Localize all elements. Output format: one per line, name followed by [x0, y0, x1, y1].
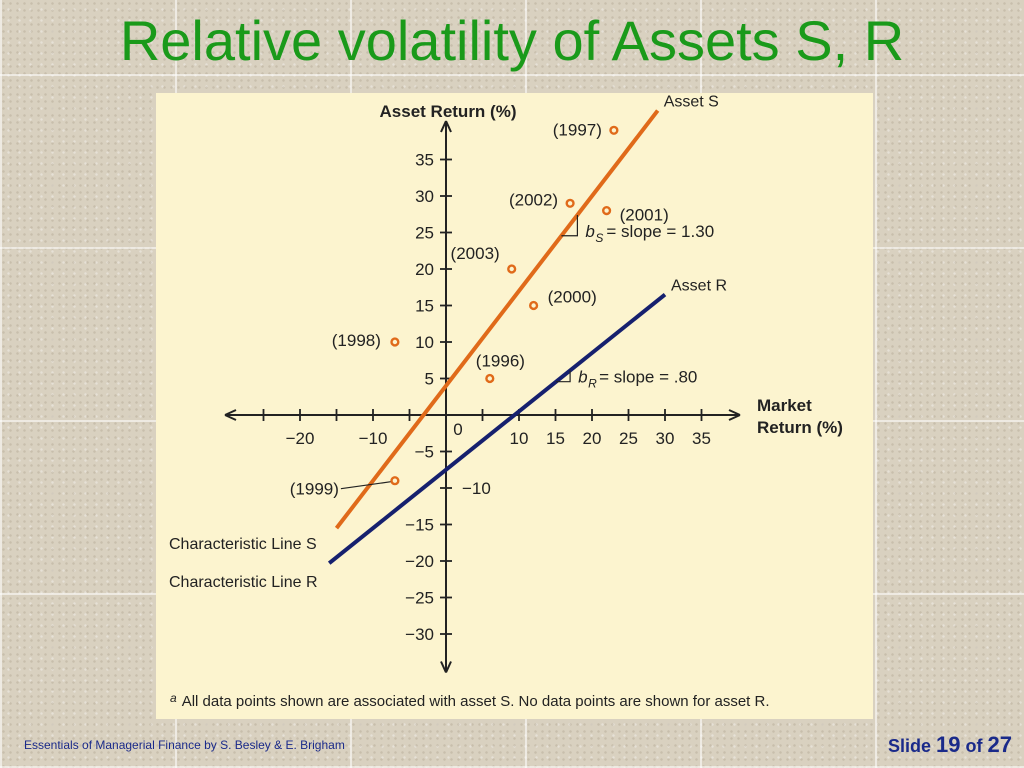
- footnote-marker: a: [170, 691, 177, 705]
- data-point-label: (1997): [553, 120, 602, 139]
- data-point: [609, 125, 619, 135]
- y-tick-label: 5: [425, 370, 434, 389]
- axes: [224, 120, 741, 673]
- footer-credit: Essentials of Managerial Finance by S. B…: [24, 738, 345, 752]
- y-tick-label: −30: [405, 625, 434, 644]
- data-point: [390, 476, 400, 486]
- data-point: [602, 205, 612, 216]
- slope-triangle: [556, 370, 571, 383]
- beta-symbol: b: [578, 368, 587, 387]
- x-tick-label: 0: [453, 420, 462, 439]
- slide-number: 19: [936, 732, 961, 757]
- x-tick-label: −10: [359, 429, 388, 448]
- data-point-label: (1996): [476, 352, 525, 371]
- x-tick-label: 20: [583, 429, 602, 448]
- data-points: [390, 125, 619, 486]
- y-tick-label: 10: [415, 333, 434, 352]
- slide-counter: Slide 19 of 27: [888, 732, 1012, 758]
- data-point-label: (2000): [548, 288, 597, 307]
- characteristic-line-asset-s: [334, 109, 660, 530]
- data-point-label: (2002): [509, 190, 558, 209]
- beta-subscript: S: [595, 231, 603, 245]
- line-end-label: Asset R: [671, 278, 727, 295]
- y-tick-label: −25: [405, 589, 434, 608]
- leader-line: [340, 481, 391, 490]
- line-start-label: Characteristic Line S: [169, 536, 317, 553]
- slide-total: 27: [987, 732, 1012, 757]
- x-tick-label: 25: [619, 429, 638, 448]
- beta-subscript: R: [588, 377, 597, 391]
- slope-triangle: [561, 214, 578, 237]
- data-point-label: (1999): [290, 480, 339, 499]
- line-start-label: Characteristic Line R: [169, 574, 318, 591]
- y-tick-label: −5: [415, 443, 434, 462]
- x-tick-label: 15: [546, 429, 565, 448]
- data-point-label: (1998): [332, 331, 381, 350]
- y-tick-label: 30: [415, 187, 434, 206]
- x-axis-arrow-left: [224, 409, 237, 421]
- x-tick-label: 30: [656, 429, 675, 448]
- chart-labels: −20 −10 0 10 15 20 25 30 35 35 30 25 20 15 10 5 −5 −10 −15…: [169, 94, 843, 710]
- data-point: [507, 264, 517, 274]
- data-point: [390, 337, 400, 347]
- y-tick-label: −20: [405, 552, 434, 571]
- x-axis-title-line1: Market: [757, 396, 812, 415]
- of-label: of: [965, 736, 983, 756]
- data-point-label: (2001): [620, 206, 669, 225]
- y-tick-label: −10: [462, 479, 491, 498]
- y-tick-label: 15: [415, 297, 434, 316]
- x-tick-label: −20: [286, 429, 315, 448]
- line-end-label: Asset S: [664, 94, 719, 111]
- x-tick-label: 10: [510, 429, 529, 448]
- data-point: [565, 198, 575, 208]
- characteristic-lines: [327, 109, 667, 565]
- beta-symbol: b: [585, 222, 594, 241]
- footnote: a All data points shown are associated wi…: [170, 691, 770, 710]
- slope-label: = slope = 1.30: [606, 222, 714, 241]
- y-tick-label: −15: [405, 516, 434, 535]
- characteristic-lines-chart: −20 −10 0 10 15 20 25 30 35 35 30 25 20 15 10 5 −5 −10 −15…: [169, 94, 843, 710]
- characteristic-line-asset-r: [327, 292, 667, 565]
- data-point-label: (2003): [451, 244, 500, 263]
- slide-title: Relative volatility of Assets S, R: [119, 9, 905, 72]
- y-tick-label: 20: [415, 260, 434, 279]
- y-tick-label: 35: [415, 151, 434, 170]
- data-point: [485, 373, 495, 384]
- slide-label: Slide: [887, 736, 931, 756]
- x-axis-title-line2: Return (%): [757, 418, 843, 437]
- x-axis-arrow-right: [728, 409, 741, 421]
- chart-panel: −20 −10 0 10 15 20 25 30 35 35 30 25 20 15 10 5 −5 −10 −15…: [156, 93, 873, 719]
- y-axis-arrow-bottom: [440, 661, 452, 673]
- footnote-text: All data points shown are associated wit…: [182, 693, 770, 710]
- y-axis-title: Asset Return (%): [380, 102, 517, 121]
- data-point: [529, 300, 539, 311]
- y-axis-arrow-top: [440, 120, 452, 133]
- slope-label: = slope = .80: [599, 368, 697, 387]
- y-tick-label: 25: [415, 224, 434, 243]
- x-tick-label: 35: [692, 429, 711, 448]
